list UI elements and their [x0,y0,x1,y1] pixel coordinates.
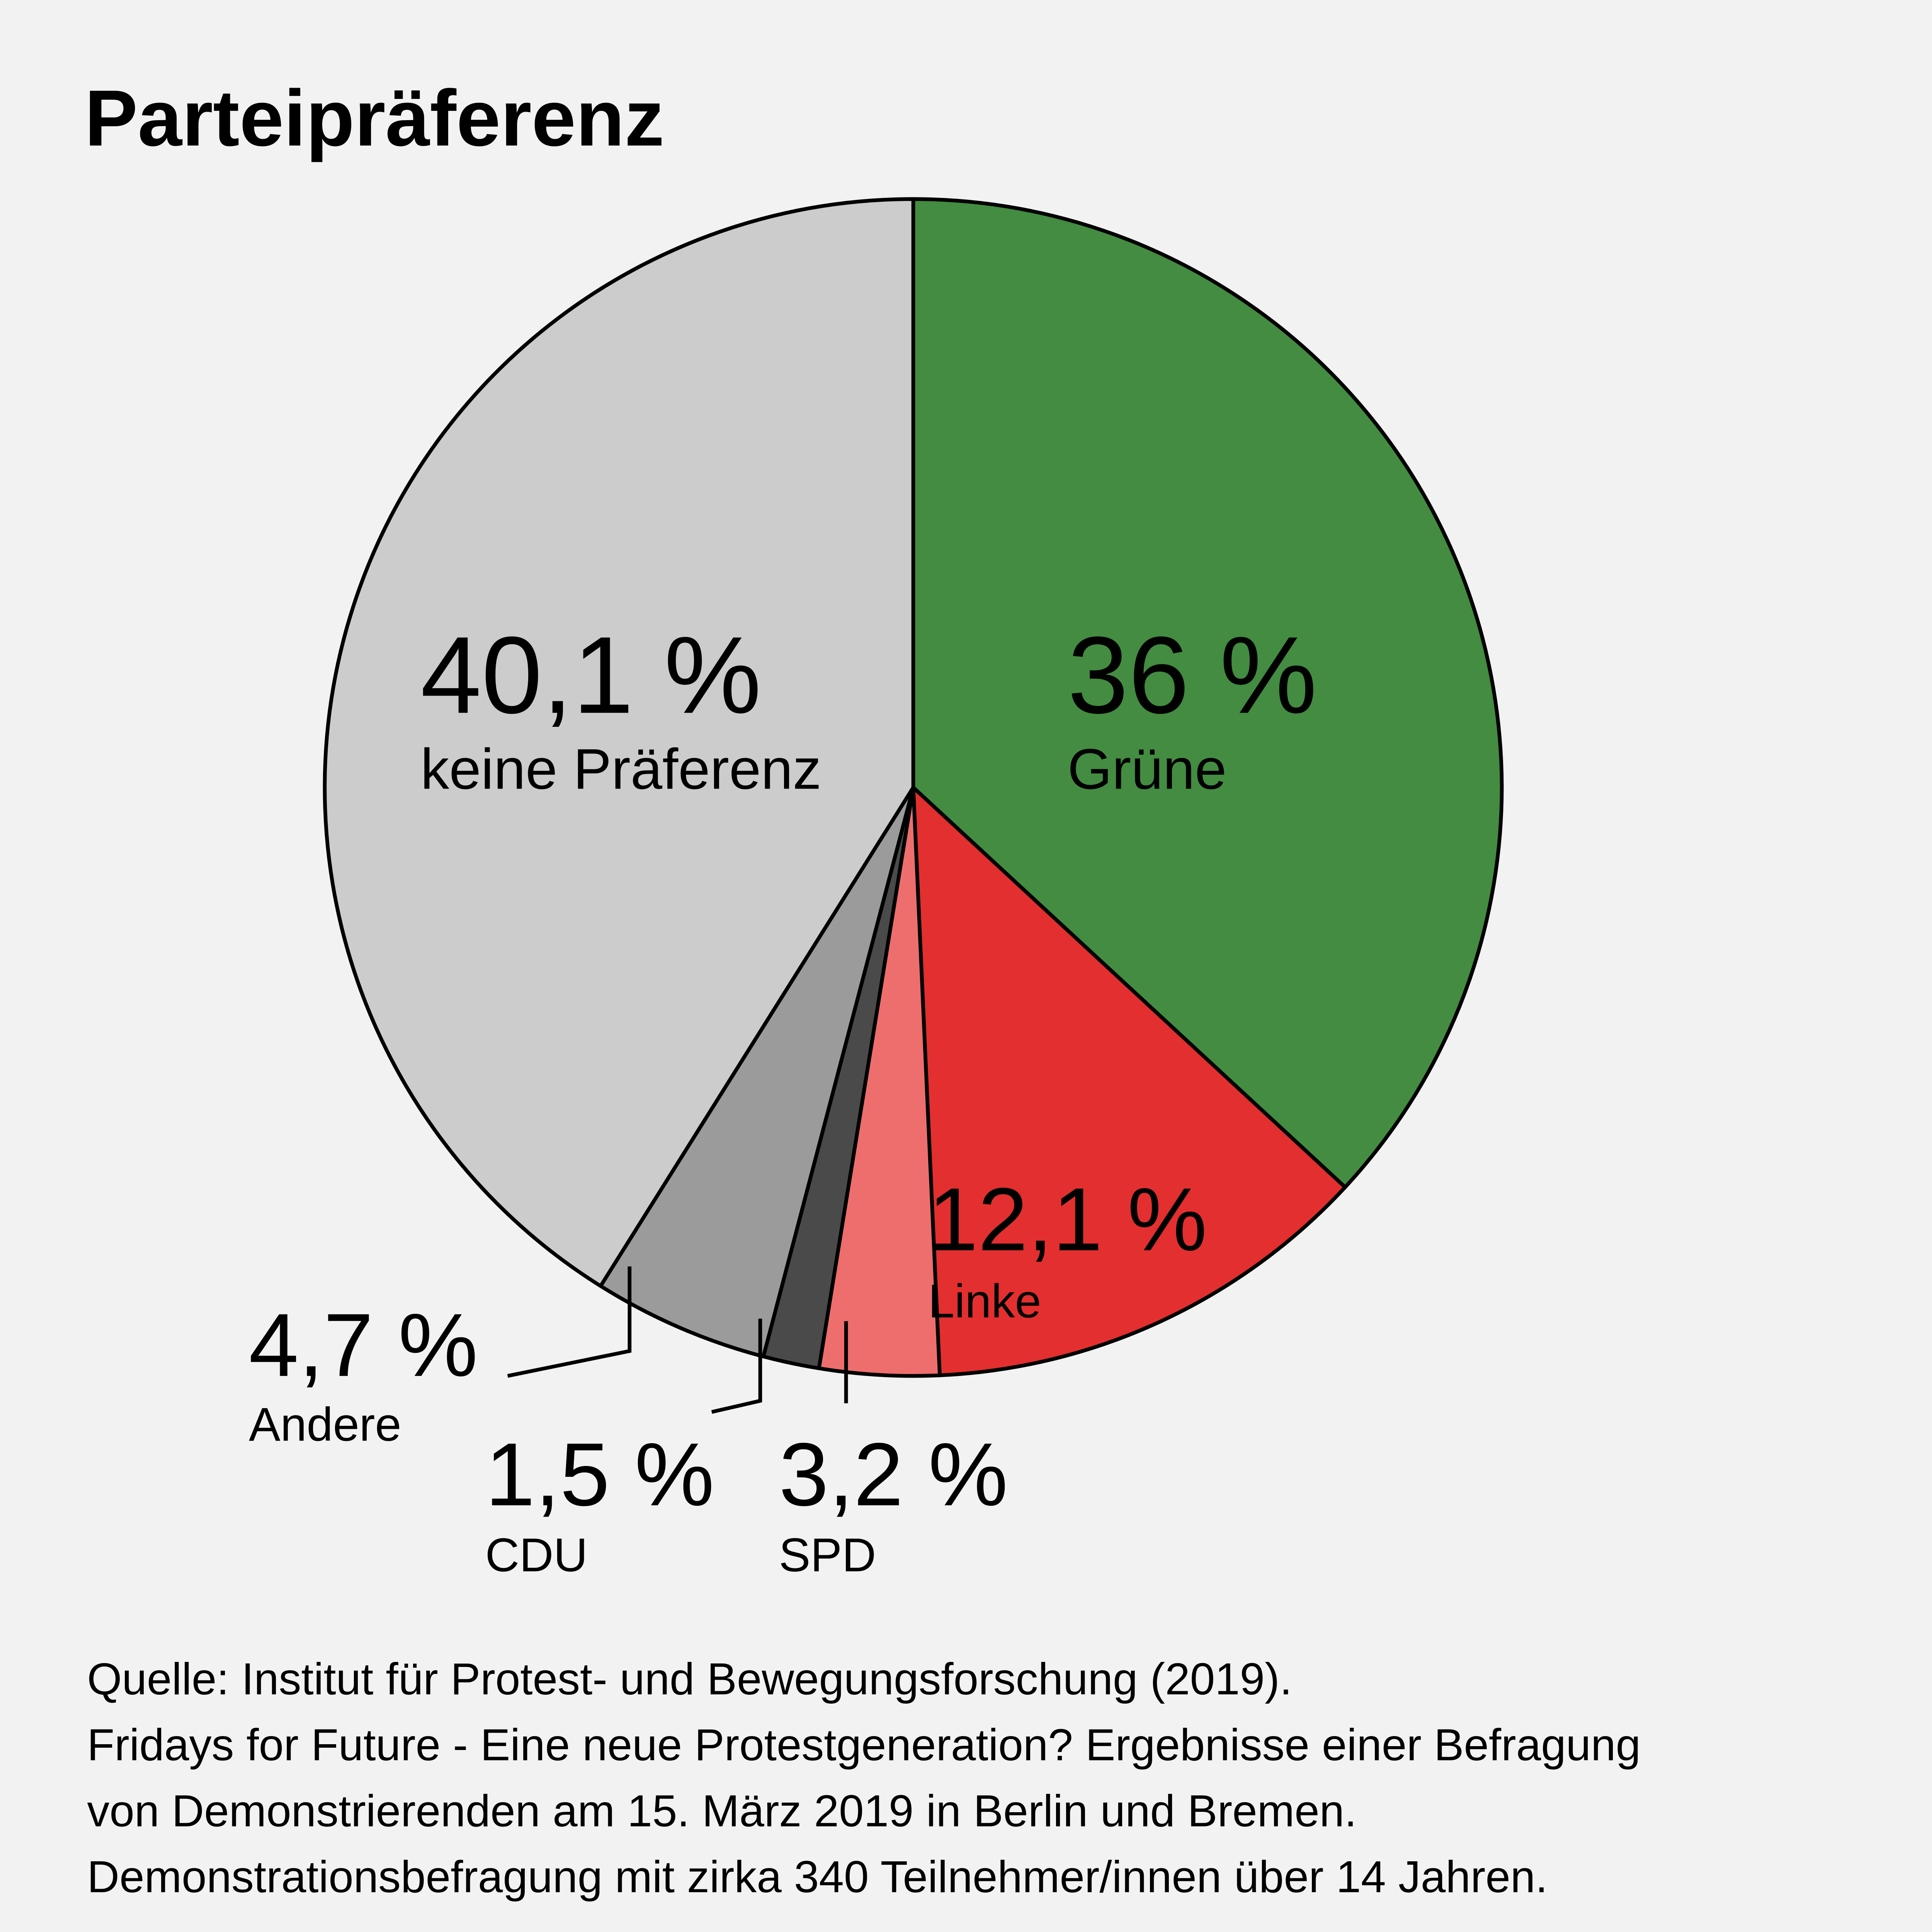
source-line-3: von Demonstrierenden am 15. März 2019 in… [87,1786,1357,1836]
value-label-gruene: 36 % [1068,614,1317,736]
leader-line-andere [507,1266,632,1378]
value-label-andere: 4,7 % [249,1295,478,1395]
pie-slice-grüne [911,197,1504,1189]
name-label-linke: Linke [928,1275,1041,1328]
value-label-linke: 12,1 % [928,1170,1207,1270]
pie-slice-linke [911,786,1347,1378]
pie-slice-andere [599,786,915,1359]
source-line-4: Demonstrationsbefragung mit zirka 340 Te… [87,1852,1548,1902]
chart-title: Parteipräferenz [85,73,664,163]
name-label-andere: Andere [249,1398,401,1451]
name-label-cdu: CDU [485,1528,588,1581]
pie-slice-spd [817,786,942,1378]
pie-slice-keine-präferenz [323,197,915,1288]
leader-line-cdu [711,1318,762,1414]
name-label-keine: keine Präferenz [420,737,821,801]
value-label-cdu: 1,5 % [485,1425,714,1525]
name-label-gruene: Grüne [1068,737,1227,801]
value-label-spd: 3,2 % [779,1425,1008,1525]
source-line-1: Quelle: Institut für Protest- und Bewegu… [87,1654,1292,1704]
value-label-keine: 40,1 % [420,614,761,736]
pie-slices [323,197,1504,1378]
name-label-spd: SPD [779,1528,876,1581]
source-line-2: Fridays for Future - Eine neue Protestge… [87,1720,1641,1770]
